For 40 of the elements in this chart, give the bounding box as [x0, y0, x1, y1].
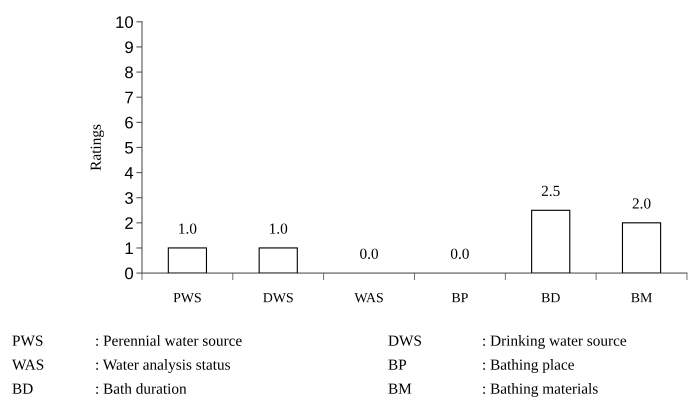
y-tick-label: 10 — [116, 16, 133, 28]
y-tick-label: 2 — [125, 217, 133, 229]
x-tick-label: DWS — [263, 292, 293, 302]
text: PWS — [12, 336, 42, 346]
y-tick-label: 4 — [124, 167, 134, 179]
text: BD — [12, 384, 33, 394]
data-label: 1.0 — [270, 223, 288, 234]
y-tick-label: 7 — [125, 92, 133, 104]
data-label: 2.0 — [632, 198, 651, 209]
bar — [531, 210, 570, 274]
bar — [168, 247, 208, 274]
x-tick-label: BM — [631, 293, 652, 302]
text: : Bathing materials — [483, 383, 598, 397]
text: WAS — [12, 360, 44, 370]
y-axis-title: Ratings — [90, 124, 104, 170]
text: : Drinking water source — [483, 335, 626, 349]
y-tick-label: 5 — [125, 142, 133, 154]
text: : Perennial water source — [96, 335, 242, 346]
data-label: 1.0 — [179, 223, 196, 234]
y-tick-label: 0 — [125, 268, 133, 280]
data-label: 0.0 — [360, 248, 378, 259]
y-tick-label: 1 — [126, 242, 133, 254]
x-tick-label: WAS — [354, 292, 383, 302]
text: : Bath duration — [96, 383, 186, 394]
x-tick-label: BP — [452, 293, 468, 302]
y-tick-label: 6 — [125, 116, 133, 129]
text: : Water analysis status — [96, 359, 230, 373]
text: DWS — [388, 336, 422, 346]
y-tick-label: 3 — [125, 192, 133, 204]
y-tick-label: 9 — [125, 41, 133, 54]
x-tick-label: BD — [541, 293, 560, 302]
text: BP — [388, 360, 406, 370]
bar — [622, 222, 662, 274]
data-label: 0.0 — [450, 248, 469, 259]
text: : Bathing place — [483, 359, 574, 373]
text: BM — [388, 384, 412, 394]
x-tick-label: PWS — [174, 292, 201, 302]
data-label: 2.5 — [542, 186, 560, 196]
y-tick-label: 8 — [125, 66, 133, 78]
bar — [258, 247, 298, 274]
